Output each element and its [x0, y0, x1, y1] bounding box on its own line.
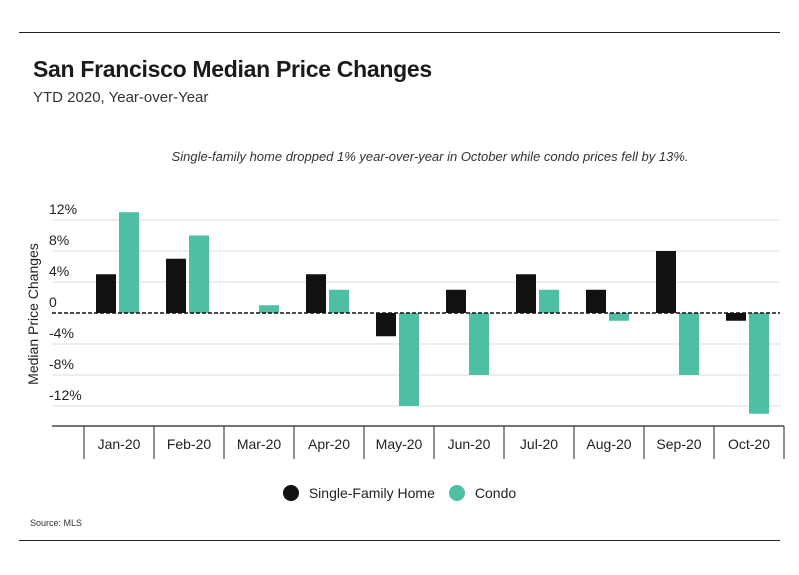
y-tick-label: 0: [49, 294, 57, 310]
bar-condo-feb-20: [189, 235, 209, 313]
x-tick-label: Aug-20: [586, 436, 631, 452]
legend-label-single-family: Single-Family Home: [308, 485, 435, 501]
bar-single-family-oct-20: [726, 313, 746, 321]
legend-swatch-condo: [448, 485, 465, 501]
legend-item-single-family: Single-Family Home: [282, 485, 435, 501]
axis-layer: 12% 8% 4% 0 -4% -8% -12% Jan-20 Feb-20 Mar-20 Apr-…: [49, 201, 785, 459]
bars-layer: [96, 212, 769, 414]
x-tick-label: Oct-20: [728, 436, 770, 452]
source-note: Source: MLS: [30, 518, 83, 528]
x-tick-label: Jun-20: [448, 436, 491, 452]
legend-item-condo: Condo: [448, 485, 517, 501]
bar-condo-mar-20: [259, 305, 279, 313]
chart-title: San Francisco Median Price Changes: [33, 56, 432, 82]
x-tick-label: Apr-20: [308, 436, 350, 452]
bar-condo-apr-20: [329, 289, 349, 313]
x-tick-label: Jan-20: [98, 436, 141, 452]
bar-single-family-jul-20: [516, 274, 536, 313]
y-tick-label: -4%: [49, 325, 74, 341]
bar-condo-jun-20: [469, 313, 489, 375]
bar-condo-jan-20: [119, 212, 139, 313]
bar-condo-oct-20: [749, 313, 769, 414]
legend-swatch-single-family: [282, 485, 299, 501]
bar-single-family-jun-20: [446, 289, 466, 313]
bar-single-family-feb-20: [166, 258, 186, 313]
bar-single-family-aug-20: [586, 289, 606, 313]
y-axis-label: Median Price Changes: [25, 243, 41, 385]
bar-condo-sep-20: [679, 313, 699, 375]
y-tick-label: -12%: [49, 387, 82, 403]
bar-condo-may-20: [399, 313, 419, 406]
legend-label-condo: Condo: [474, 485, 517, 501]
y-tick-label: -8%: [49, 356, 74, 372]
x-tick-label: May-20: [376, 436, 423, 452]
x-tick-label: Feb-20: [167, 436, 212, 452]
y-tick-label: 4%: [49, 263, 69, 279]
bar-condo-jul-20: [539, 289, 559, 313]
y-tick-label: 12%: [49, 201, 77, 217]
top-rule: [19, 32, 780, 33]
bar-chart: 12% 8% 4% 0 -4% -8% -12% Jan-20 Feb-20 Mar-20 Apr-…: [25, 201, 785, 459]
bar-single-family-sep-20: [656, 251, 676, 313]
y-tick-label: 8%: [49, 232, 69, 248]
bar-single-family-jan-20: [96, 274, 116, 313]
bar-condo-aug-20: [609, 313, 629, 321]
chart-subtitle: YTD 2020, Year-over-Year: [33, 89, 209, 106]
legend: Single-Family Home Condo: [0, 485, 799, 501]
bar-single-family-apr-20: [306, 274, 326, 313]
x-tick-label: Jul-20: [520, 436, 558, 452]
chart-annotation: Single-family home dropped 1% year-over-…: [171, 149, 689, 164]
x-tick-label: Sep-20: [656, 436, 701, 452]
bottom-rule: [19, 540, 780, 541]
x-tick-label: Mar-20: [237, 436, 282, 452]
bar-single-family-may-20: [376, 313, 396, 337]
